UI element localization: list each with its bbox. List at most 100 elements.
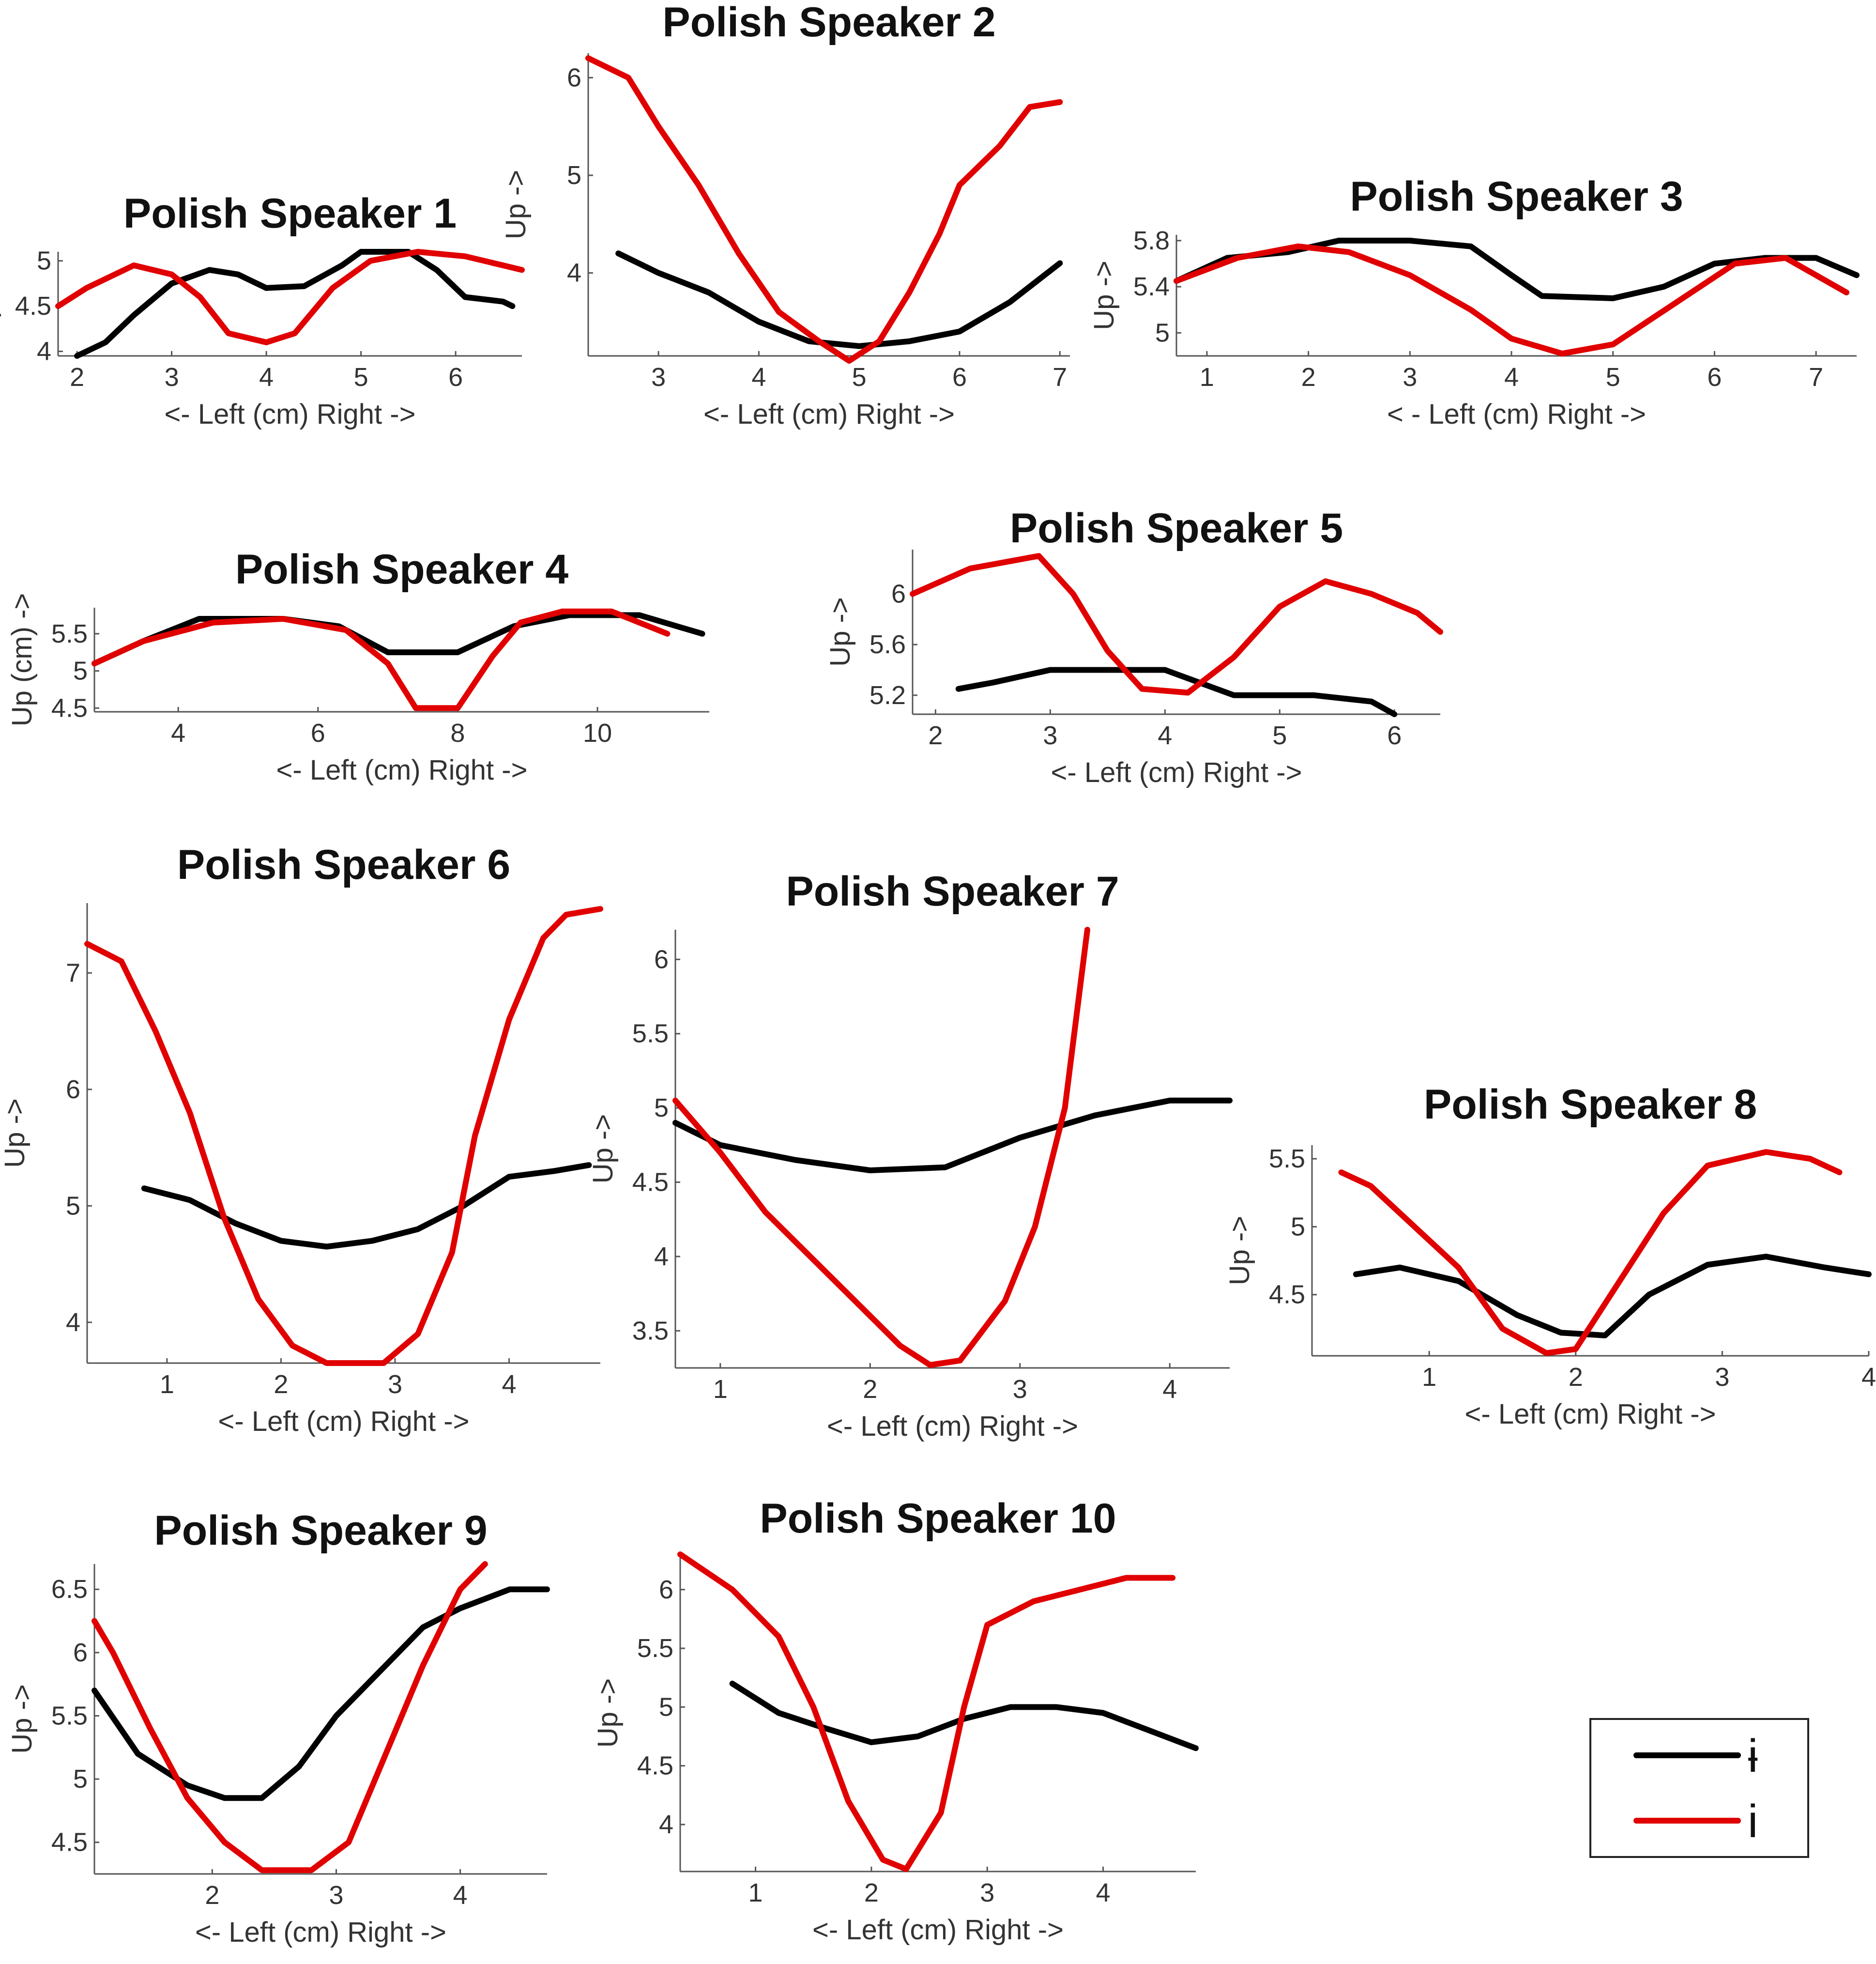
series-i-bar-line xyxy=(955,667,1398,717)
y-tick-label: 4 xyxy=(66,1308,80,1337)
chart-title: Polish Speaker 2 xyxy=(662,0,995,46)
x-axis-label: <- Left (cm) Right -> xyxy=(812,1914,1064,1946)
chart-9: Polish Speaker 9 2 3 4 4.5 5 5.5 6 6.5 <- Left (c… xyxy=(6,1507,550,1948)
y-tick-label: 4 xyxy=(659,1810,673,1839)
series-i-bar-line xyxy=(92,1586,550,1801)
legend-box xyxy=(1589,1718,1809,1858)
y-axis-label: Up -> xyxy=(0,1098,31,1167)
x-axis-label: <- Left (cm) Right -> xyxy=(1465,1398,1716,1430)
x-axis-label: < - Left (cm) Right -> xyxy=(1387,399,1646,430)
y-axis-label: Up (cm) -> xyxy=(6,593,38,727)
chart-title: Polish Speaker 1 xyxy=(123,190,457,237)
x-tick-label: 3 xyxy=(1013,1375,1027,1404)
y-tick-label: 4.5 xyxy=(632,1168,669,1197)
series-i-line xyxy=(910,553,1443,696)
chart-title: Polish Speaker 9 xyxy=(154,1507,487,1554)
x-tick-label: 6 xyxy=(1707,363,1722,392)
x-axis-label: <- Left (cm) Right -> xyxy=(1051,757,1302,788)
x-tick-label: 4 xyxy=(1504,363,1519,392)
x-tick-label: 4 xyxy=(259,363,274,392)
y-tick-label: 6 xyxy=(567,63,581,92)
chart-title: Polish Speaker 8 xyxy=(1424,1081,1757,1128)
y-tick-label: 3.5 xyxy=(632,1316,669,1345)
y-axis-label: Up -> xyxy=(1224,1216,1255,1285)
x-tick-label: 4 xyxy=(1158,721,1172,750)
legend-label: ɨ xyxy=(1748,1730,1758,1782)
y-tick-label: 5 xyxy=(1155,318,1170,347)
x-tick-label: 2 xyxy=(928,721,943,750)
x-tick-label: 3 xyxy=(1043,721,1057,750)
y-axis-label: Up -> xyxy=(592,1678,624,1748)
chart-title: Polish Speaker 4 xyxy=(235,546,569,593)
x-tick-label: 3 xyxy=(329,1881,343,1910)
x-tick-label: 1 xyxy=(160,1370,174,1399)
y-axis-label: Up -> xyxy=(1088,261,1120,330)
y-tick-label: 5 xyxy=(659,1692,673,1721)
chart-10: Polish Speaker 10 1 2 3 4 4 4.5 5 5.5 6 <- Left (c… xyxy=(592,1495,1199,1946)
y-tick-label: 5 xyxy=(1291,1212,1305,1241)
x-tick-label: 2 xyxy=(1301,363,1316,392)
y-tick-label: 6 xyxy=(73,1638,88,1667)
y-axis-label: Up -> xyxy=(0,269,1,338)
x-tick-label: 5 xyxy=(1272,721,1287,750)
series-i-line xyxy=(677,1551,1176,1872)
series-i-line xyxy=(55,249,525,345)
y-tick-label: 5 xyxy=(73,657,88,686)
x-tick-label: 2 xyxy=(864,1878,879,1907)
chart-title: Polish Speaker 5 xyxy=(1010,505,1343,552)
x-tick-label: 8 xyxy=(450,719,465,748)
legend: ɨi xyxy=(1589,1718,1809,1858)
x-axis-label: <- Left (cm) Right -> xyxy=(827,1411,1078,1442)
y-tick-label: 5 xyxy=(654,1093,669,1122)
y-axis-label: Up -> xyxy=(587,1114,619,1183)
y-tick-label: 4.5 xyxy=(1269,1280,1305,1309)
series-i-bar-line xyxy=(92,612,705,667)
y-tick-label: 4 xyxy=(567,259,581,288)
y-tick-label: 6 xyxy=(66,1075,80,1104)
x-tick-label: 3 xyxy=(388,1370,402,1399)
series-i-bar-line xyxy=(1353,1254,1872,1338)
x-tick-label: 5 xyxy=(354,363,368,392)
y-tick-label: 6 xyxy=(654,945,669,974)
y-tick-label: 5 xyxy=(73,1765,88,1794)
chart-8: Polish Speaker 8 1 2 3 4 4.5 5 5.5 <- Left (cm) … xyxy=(1224,1081,1876,1430)
chart-1: Polish Speaker 1 2 3 4 5 6 4 4.5 5 <- Left (cm) R… xyxy=(0,190,525,430)
x-tick-label: 2 xyxy=(70,363,84,392)
series-i-line xyxy=(1338,1149,1843,1356)
series-i-bar-line xyxy=(672,1097,1233,1173)
y-tick-label: 7 xyxy=(66,958,80,987)
x-tick-label: 4 xyxy=(1096,1878,1111,1907)
x-tick-label: 5 xyxy=(1606,363,1620,392)
x-tick-label: 3 xyxy=(1715,1363,1729,1392)
y-axis-label: Up -> xyxy=(824,597,856,666)
x-tick-label: 2 xyxy=(274,1370,288,1399)
series-i-line xyxy=(585,55,1063,364)
chart-title: Polish Speaker 7 xyxy=(786,868,1119,915)
x-tick-label: 4 xyxy=(751,363,766,392)
y-tick-label: 6 xyxy=(659,1575,673,1604)
series-i-line xyxy=(92,1561,488,1873)
chart-title: Polish Speaker 3 xyxy=(1350,173,1683,220)
y-tick-label: 6.5 xyxy=(51,1575,88,1604)
x-tick-label: 2 xyxy=(205,1881,219,1910)
series-i-bar-line xyxy=(74,249,516,359)
x-tick-label: 6 xyxy=(448,363,463,392)
x-axis-label: <- Left (cm) Right -> xyxy=(703,399,955,430)
y-tick-label: 5.4 xyxy=(1133,272,1170,301)
chart-6: Polish Speaker 6 1 2 3 4 4 5 6 7 <- Left (cm) Rig… xyxy=(0,842,603,1437)
y-tick-label: 4.5 xyxy=(637,1751,673,1780)
y-tick-label: 5 xyxy=(66,1191,80,1220)
y-tick-label: 5.5 xyxy=(1269,1144,1305,1173)
x-tick-label: 3 xyxy=(980,1878,994,1907)
x-tick-label: 4 xyxy=(1162,1375,1177,1404)
chart-2: Polish Speaker 2 3 4 5 6 7 4 5 6 <- Left (cm) Rig… xyxy=(500,0,1070,430)
y-tick-label: 6 xyxy=(891,580,906,609)
x-tick-label: 10 xyxy=(583,719,612,748)
x-tick-label: 1 xyxy=(748,1878,763,1907)
x-tick-label: 4 xyxy=(502,1370,517,1399)
x-tick-label: 7 xyxy=(1052,363,1067,392)
y-tick-label: 4 xyxy=(654,1242,669,1271)
y-axis-label: Up -> xyxy=(500,170,532,239)
